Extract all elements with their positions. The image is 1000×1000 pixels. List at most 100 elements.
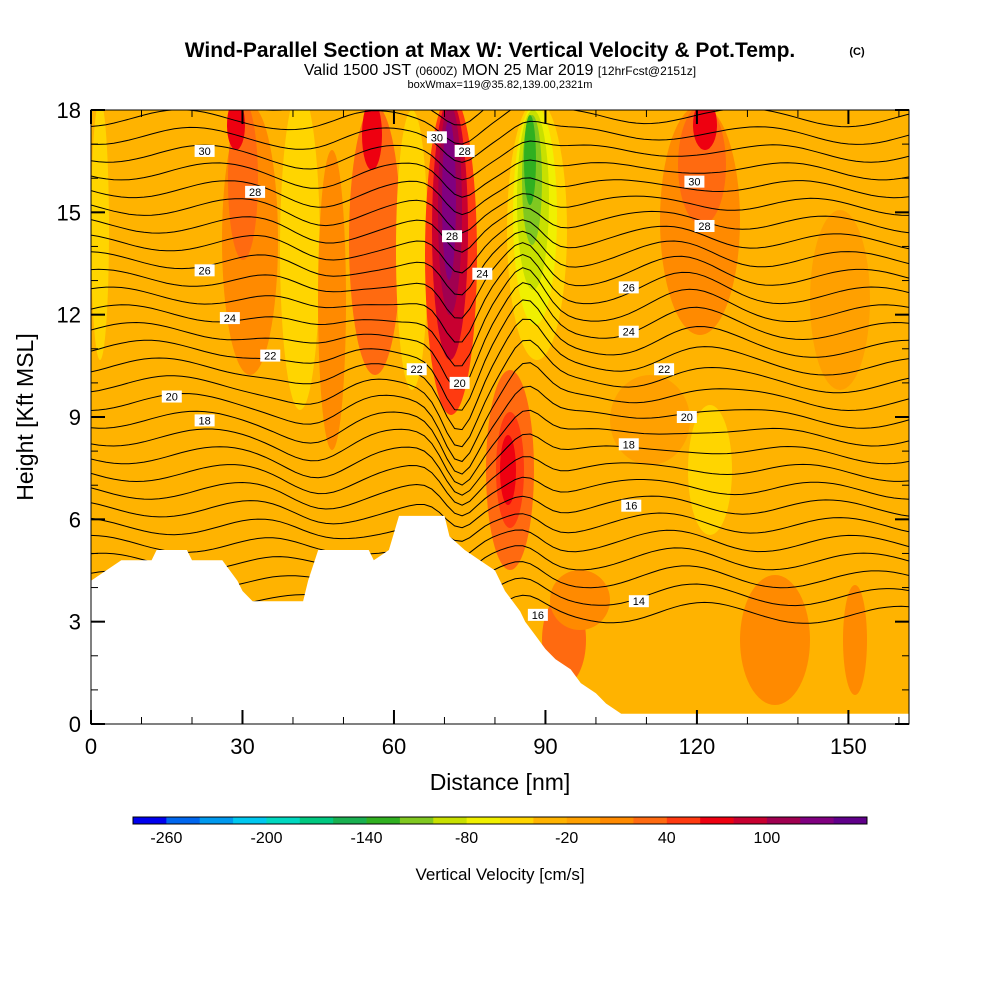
- theta-contour: [91, 242, 909, 319]
- colorbar-swatch: [366, 817, 401, 824]
- y-axis-label: Height [Kft MSL]: [12, 333, 38, 500]
- colorbar-tick-label: -80: [455, 830, 478, 847]
- colorbar-swatch: [666, 817, 701, 824]
- theta-contour: [91, 193, 909, 234]
- theta-contour: [91, 476, 909, 517]
- velocity-band: [843, 585, 867, 695]
- contour-label-box: [618, 281, 639, 294]
- colorbar: -260 -200 -140 -80 -20 40 100: [132, 816, 868, 847]
- colorbar-swatch: [800, 817, 835, 824]
- contour-label-box: [426, 131, 447, 144]
- colorbar-swatch: [566, 817, 601, 824]
- y-tick-label: 18: [57, 98, 81, 123]
- valid-time: Valid 1500 JST: [304, 62, 412, 79]
- colorbar-swatch: [299, 817, 334, 824]
- colorbar-swatch: [533, 817, 568, 824]
- x-tick-label: 90: [533, 734, 557, 759]
- contour-label-box: [618, 438, 639, 451]
- contour-label: 22: [264, 351, 276, 363]
- velocity-band: [688, 405, 732, 535]
- contour-label-box: [219, 312, 240, 325]
- colorbar-swatch: [266, 817, 301, 824]
- contour-label-box: [628, 595, 649, 608]
- contour-label: 30: [198, 146, 210, 158]
- contour-label-box: [454, 144, 475, 157]
- theta-contour: [91, 512, 909, 542]
- theta-contour: [91, 177, 909, 216]
- velocity-band: [318, 150, 346, 450]
- colorbar-swatch: [766, 817, 801, 824]
- colorbar-swatch: [433, 817, 468, 824]
- contour-label: 16: [532, 610, 544, 622]
- contour-label-box: [161, 390, 182, 403]
- colorbar-tick-label: 100: [754, 830, 781, 847]
- colorbar-swatch: [333, 817, 367, 824]
- colorbar-swatch: [833, 817, 868, 824]
- contour-label: 24: [623, 327, 635, 339]
- chart-title: Wind-Parallel Section at Max W: Vertical…: [185, 39, 796, 62]
- contour-label: 26: [198, 265, 210, 277]
- contour-label: 28: [459, 146, 471, 158]
- y-axis: 0 3 6 9 12 15 18: [57, 98, 909, 737]
- colorbar-tick-label: -260: [150, 830, 182, 847]
- colorbar-swatch: [399, 817, 434, 824]
- velocity-band: [550, 570, 610, 630]
- contour-label: 24: [224, 313, 236, 325]
- contour-label: 26: [623, 282, 635, 294]
- plot-area: [91, 110, 909, 724]
- colorbar-frame: [132, 816, 868, 825]
- colorbar-tick-label: -140: [350, 830, 382, 847]
- colorbar-swatch: [133, 817, 167, 824]
- copyright-mark: (C): [849, 46, 865, 58]
- colorbar-tick-label: -200: [250, 830, 282, 847]
- theta-contour: [91, 409, 909, 486]
- colorbar-swatch: [600, 817, 634, 824]
- velocity-band: [500, 435, 516, 505]
- colorbar-label: Vertical Velocity [cm/s]: [415, 865, 584, 884]
- colorbar-tick-label: -20: [555, 830, 578, 847]
- contour-label-box: [684, 175, 705, 188]
- vertical-velocity-shading: [91, 110, 870, 705]
- y-tick-label: 3: [69, 610, 81, 635]
- velocity-band: [227, 110, 245, 150]
- forecast-info: [12hrFcst@2151z]: [598, 64, 696, 78]
- velocity-band: [349, 110, 401, 375]
- contour-label-box: [527, 608, 548, 621]
- x-tick-label: 120: [679, 734, 716, 759]
- theta-contour: [91, 299, 909, 411]
- contour-label: 28: [446, 231, 458, 243]
- velocity-band: [693, 110, 717, 150]
- theta-contour: [91, 120, 909, 163]
- theta-contour: [91, 433, 909, 496]
- contour-label: 28: [698, 221, 710, 233]
- contour-label: 20: [681, 412, 693, 424]
- chart-subtitle: Valid 1500 JST (0600Z) MON 25 Mar 2019 […: [304, 62, 696, 79]
- theta-contour: [91, 206, 909, 253]
- valid-utc: (0600Z): [415, 64, 457, 78]
- y-tick-label: 12: [57, 303, 81, 328]
- velocity-band: [810, 210, 870, 390]
- colorbar-swatch: [733, 817, 768, 824]
- contour-labels: 30 28 26 24 22 20 18 30 28 28 24 22 20 26 24 22 20 18 16 14…: [161, 131, 715, 622]
- colorbar-swatch: [199, 817, 234, 824]
- theta-contour: [91, 339, 909, 448]
- theta-contour: [91, 529, 909, 558]
- contour-label: 22: [658, 364, 670, 376]
- contour-label: 22: [411, 364, 423, 376]
- contour-label-box: [654, 363, 675, 376]
- theta-contour: [91, 495, 909, 529]
- contour-label-box: [676, 411, 697, 423]
- x-axis-label: Distance [nm]: [430, 769, 571, 795]
- colorbar-swatch: [466, 817, 501, 824]
- velocity-band: [280, 110, 320, 410]
- x-tick-label: 30: [230, 734, 254, 759]
- contour-label: 24: [476, 269, 488, 281]
- terrain-mask: [91, 515, 909, 724]
- colorbar-swatch: [700, 817, 734, 824]
- contour-label-box: [406, 363, 427, 376]
- valid-date: MON 25 Mar 2019: [462, 62, 594, 79]
- contour-label-box: [194, 264, 215, 277]
- theta-contour: [91, 110, 909, 145]
- contour-label: 28: [249, 187, 261, 199]
